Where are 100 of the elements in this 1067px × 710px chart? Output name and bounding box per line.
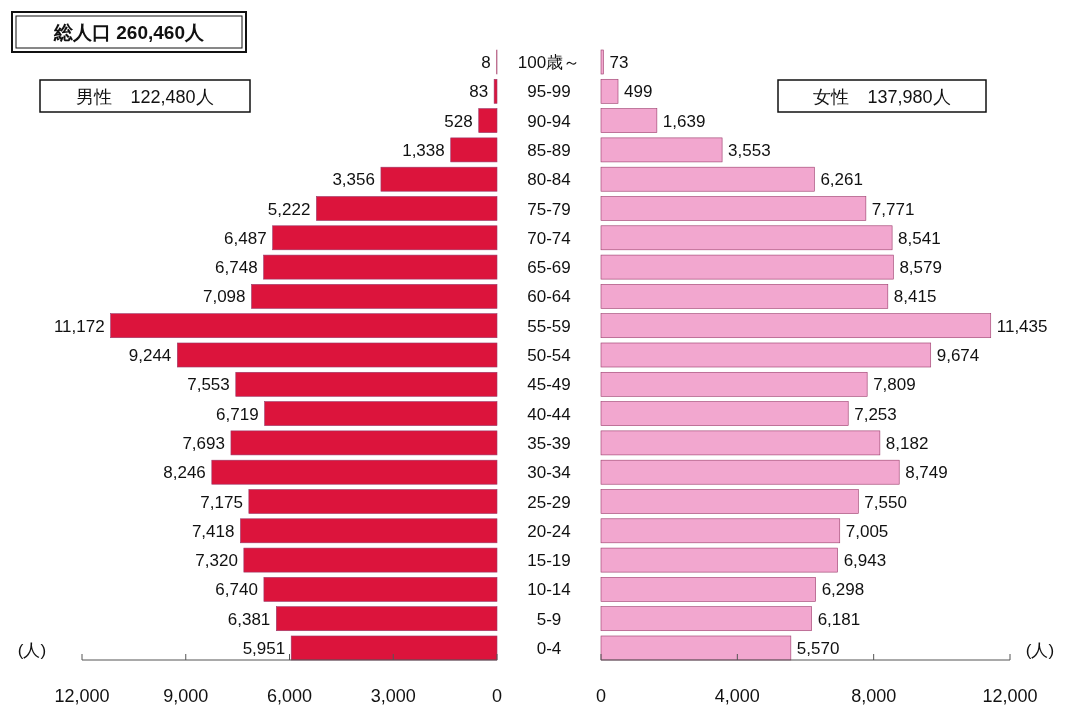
data-label: 7,693 [182, 433, 225, 453]
data-label: 7,553 [187, 375, 230, 395]
bar [600, 547, 838, 573]
bar [263, 577, 498, 602]
bar [316, 196, 498, 221]
data-label: 8 [481, 53, 491, 72]
bar [600, 635, 792, 661]
data-label: 83 [469, 82, 489, 102]
bar [380, 166, 498, 192]
bar [478, 108, 498, 133]
data-label: 499 [624, 82, 653, 102]
data-label: 73 [609, 53, 629, 72]
bar [600, 225, 893, 251]
data-label: 6,719 [216, 404, 259, 424]
data-label: 6,740 [215, 580, 258, 600]
y-tick-label: 60-64 [527, 287, 571, 307]
y-tick-label: 40-44 [527, 404, 571, 424]
x-tick-label: 6,000 [266, 686, 313, 706]
data-label: 5,222 [267, 199, 311, 219]
data-label: 6,381 [227, 609, 271, 629]
data-label: 6,487 [224, 228, 267, 248]
data-label: 8,182 [885, 433, 929, 453]
data-label: 7,771 [871, 199, 915, 219]
x-tick-label: 9,000 [163, 686, 209, 706]
text: 男性 122,480人 [76, 87, 214, 107]
bar [600, 606, 812, 632]
data-label: 3,553 [728, 140, 771, 160]
bar [272, 225, 498, 251]
y-tick-label: 75-79 [527, 199, 571, 219]
bar [600, 166, 815, 192]
data-label: 6,181 [817, 609, 861, 629]
bar [235, 371, 498, 397]
y-tick-label: 30-34 [527, 463, 571, 483]
y-tick-label: 65-69 [527, 258, 571, 278]
bar [600, 49, 604, 75]
data-label: 7,320 [195, 551, 238, 571]
y-tick-label: 70-74 [527, 228, 571, 248]
bar [600, 518, 841, 544]
data-label: 1,338 [402, 140, 445, 160]
bar [248, 489, 498, 514]
x-tick-label: 0 [491, 686, 503, 706]
data-label: 11,172 [53, 316, 105, 336]
y-tick-label: 35-39 [527, 433, 571, 453]
data-label: 7,175 [200, 492, 243, 512]
bar [600, 78, 619, 104]
x-tick-label: 0 [595, 686, 607, 706]
data-label: 1,639 [662, 111, 706, 131]
bar [600, 430, 881, 456]
bar [263, 254, 498, 280]
bar [600, 284, 889, 309]
data-label: 7,098 [202, 287, 246, 307]
bar [177, 342, 498, 368]
x-axis-title: (人) [17, 641, 47, 660]
bar [251, 284, 498, 309]
bar [600, 577, 816, 602]
x-tick-label: 4,000 [714, 686, 760, 706]
data-label: 7,809 [873, 375, 916, 395]
y-tick-label: 25-29 [527, 492, 571, 512]
data-label: 528 [444, 111, 473, 131]
x-axis-title: (人) [1025, 641, 1055, 660]
chart-title: 総人口 260,460人 [53, 22, 205, 43]
bar [600, 254, 894, 280]
data-label: 6,298 [821, 580, 865, 600]
y-tick-label: 85-89 [527, 140, 571, 160]
y-tick-label: 45-49 [527, 375, 571, 395]
bar [290, 635, 498, 661]
bar [110, 313, 498, 339]
y-tick-label: 5-9 [536, 609, 562, 629]
y-tick-label: 95-99 [527, 82, 571, 102]
bar [211, 459, 498, 485]
data-label: 7,550 [864, 492, 907, 512]
bar [600, 137, 723, 163]
bar [264, 401, 498, 426]
data-label: 6,261 [820, 170, 863, 190]
y-tick-label: 55-59 [527, 316, 571, 336]
y-tick-label: 15-19 [527, 551, 571, 571]
data-label: 5,570 [796, 639, 840, 658]
bar [276, 606, 498, 632]
x-tick-label: 3,000 [370, 686, 416, 706]
x-tick-label: 12,000 [982, 686, 1038, 706]
bar [600, 489, 859, 514]
bar [600, 196, 867, 221]
bar [600, 401, 849, 426]
data-label: 7,253 [854, 404, 897, 424]
data-label: 8,579 [899, 258, 942, 278]
y-tick-label: 10-14 [527, 580, 571, 600]
bar [600, 371, 868, 397]
data-label: 9,244 [128, 346, 172, 365]
bar [450, 137, 498, 163]
x-tick-label: 8,000 [851, 686, 897, 706]
data-label: 6,748 [215, 258, 258, 278]
y-tick-label: 80-84 [527, 170, 571, 190]
bar [243, 547, 498, 573]
y-tick-label: 90-94 [527, 111, 571, 131]
text: 女性 137,980人 [813, 87, 951, 107]
data-label: 7,418 [191, 521, 235, 541]
y-tick-label: 100歳～ [517, 53, 581, 72]
y-tick-label: 20-24 [527, 521, 571, 541]
y-tick-label: 50-54 [527, 346, 571, 365]
data-label: 5,951 [242, 639, 286, 658]
